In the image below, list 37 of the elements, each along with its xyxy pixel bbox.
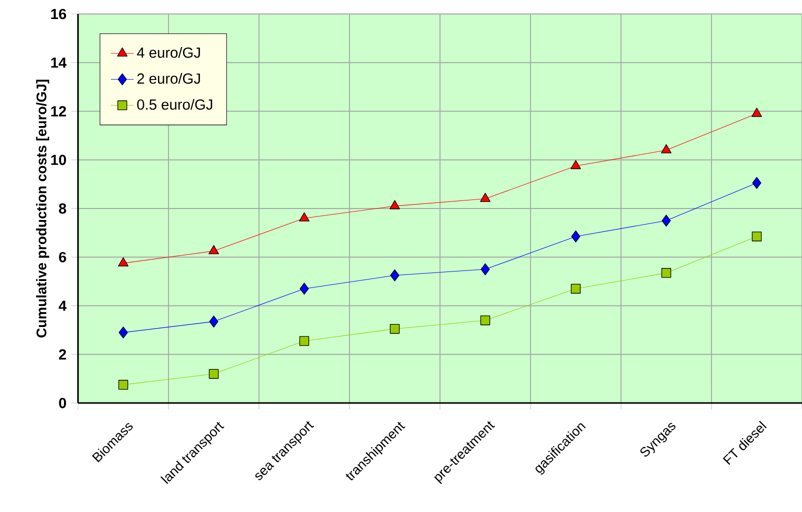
legend-label: 2 euro/GJ [137,73,200,84]
point [299,336,310,346]
point [299,212,310,222]
point [118,257,128,266]
point [752,108,762,117]
legend-label: 4 euro/GJ [136,47,200,58]
point [752,177,762,189]
point [571,230,580,242]
point [118,380,128,390]
y-tick-label: 0 [59,398,66,408]
y-axis-title: Cumulative production costs [euro/GJ] [36,80,50,338]
point [662,214,671,227]
point [480,192,490,202]
y-tick-label: 14 [51,58,67,68]
point [480,263,490,276]
point [208,368,219,379]
y-tick-label: 2 [58,349,66,360]
point [570,160,581,170]
legend-label: 0.5 euro/GJ [137,98,212,110]
point [661,268,672,278]
y-tick-label: 12 [51,106,66,116]
point [752,232,762,242]
point [390,269,400,282]
y-tick-label: 10 [51,154,66,166]
point [390,324,400,334]
point [300,282,309,295]
y-tick-label: 8 [58,203,66,214]
point [209,316,218,328]
y-tick-label: 6 [59,252,66,262]
y-tick-label: 16 [51,8,66,20]
point [390,200,400,210]
point [208,245,219,254]
point [480,315,490,326]
y-tick-label: 4 [58,300,67,311]
point [570,284,581,294]
point [118,326,128,338]
point [661,144,672,154]
